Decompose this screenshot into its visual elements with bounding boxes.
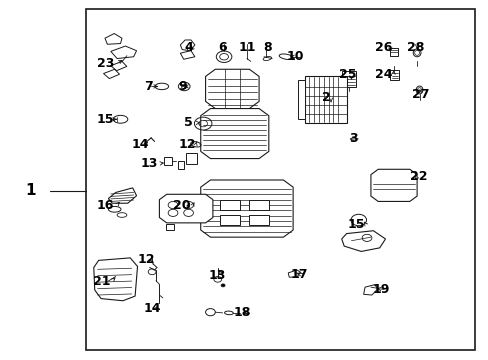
- Text: 14: 14: [131, 138, 148, 151]
- Text: 9: 9: [178, 80, 187, 93]
- Text: 1: 1: [25, 183, 36, 198]
- Text: 28: 28: [406, 41, 424, 54]
- Text: 19: 19: [372, 283, 389, 296]
- Text: 25: 25: [339, 68, 356, 81]
- Bar: [186, 153, 197, 164]
- Bar: [220, 215, 239, 225]
- Polygon shape: [363, 285, 377, 295]
- Bar: [389, 70, 398, 80]
- Text: 13: 13: [141, 157, 158, 170]
- Polygon shape: [341, 231, 385, 251]
- Bar: [249, 215, 268, 225]
- Text: 10: 10: [286, 50, 303, 63]
- Text: 17: 17: [289, 268, 307, 281]
- Text: 3: 3: [349, 132, 358, 145]
- Text: 13: 13: [208, 269, 225, 282]
- Polygon shape: [105, 33, 122, 44]
- Text: 8: 8: [263, 41, 272, 54]
- Text: 15: 15: [347, 218, 365, 231]
- Polygon shape: [111, 62, 126, 71]
- Bar: [249, 201, 268, 210]
- Bar: [341, 71, 356, 87]
- Text: 4: 4: [184, 41, 193, 54]
- Text: 24: 24: [374, 68, 391, 81]
- Text: 22: 22: [409, 170, 427, 183]
- Text: 2: 2: [321, 91, 330, 104]
- Bar: [86, 9, 474, 350]
- Polygon shape: [159, 194, 212, 223]
- Bar: [165, 224, 174, 230]
- Polygon shape: [205, 69, 259, 109]
- Text: 23: 23: [97, 57, 114, 71]
- Polygon shape: [370, 169, 416, 202]
- Text: 27: 27: [411, 88, 428, 101]
- Polygon shape: [201, 109, 268, 158]
- Text: 12: 12: [137, 253, 155, 266]
- Polygon shape: [108, 188, 136, 203]
- Bar: [389, 48, 397, 56]
- Bar: [164, 157, 172, 165]
- Text: 18: 18: [233, 306, 250, 319]
- Polygon shape: [111, 46, 136, 59]
- Text: 21: 21: [93, 275, 111, 288]
- Polygon shape: [287, 270, 300, 277]
- Bar: [297, 80, 305, 119]
- Text: 5: 5: [184, 116, 193, 129]
- Text: 14: 14: [143, 302, 161, 315]
- Text: 11: 11: [238, 41, 256, 54]
- Text: 6: 6: [218, 41, 226, 54]
- Bar: [305, 76, 346, 123]
- Circle shape: [221, 284, 224, 287]
- Bar: [178, 161, 184, 169]
- Polygon shape: [201, 180, 292, 237]
- Polygon shape: [103, 69, 119, 78]
- Text: 7: 7: [144, 80, 153, 93]
- Bar: [220, 201, 239, 210]
- Text: 16: 16: [96, 199, 113, 212]
- Polygon shape: [94, 258, 137, 301]
- Polygon shape: [180, 40, 195, 51]
- Text: 12: 12: [178, 138, 196, 151]
- Text: 26: 26: [374, 41, 391, 54]
- Polygon shape: [180, 51, 195, 59]
- Text: 15: 15: [96, 113, 114, 126]
- Text: 20: 20: [172, 199, 190, 212]
